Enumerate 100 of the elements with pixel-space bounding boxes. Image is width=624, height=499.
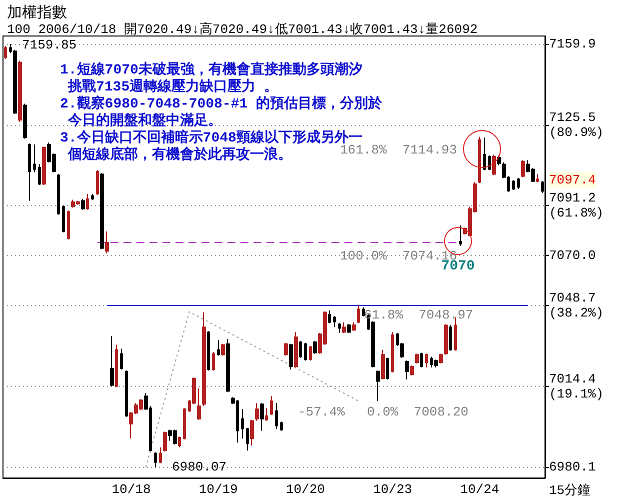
candlestick [18,60,22,122]
candlestick [221,343,225,356]
candlestick [255,402,259,422]
candlestick [62,205,65,233]
candlestick [536,174,539,183]
candlestick [115,344,118,388]
candlestick [342,322,346,334]
candlestick [333,316,336,328]
candlestick [212,351,215,371]
x-tick-label: 10/18 [112,482,151,497]
candlestick [434,359,438,368]
candlestick [33,144,36,173]
candlestick [260,402,264,432]
candlestick [120,348,123,370]
candlestick [163,431,167,452]
candlestick [226,338,230,393]
candlestick [110,336,114,387]
annotation: 挑戰7135週轉線壓力缺口壓力 。 [67,78,278,96]
candlestick [284,342,288,356]
chart-subtitle: 100 2006/10/18 開7020.49↓高7020.49↓低7001.43↓收7001.43↓量26092 [7,21,478,37]
candlestick [67,210,70,240]
candlestick [410,365,414,376]
candlestick [352,322,356,332]
candlestick [100,172,104,250]
candlestick [265,408,268,422]
candlestick [57,174,60,216]
candlestick [183,408,186,440]
candlestick [105,230,109,254]
candlestick [347,324,351,334]
chart-title: 加權指數 [7,4,67,22]
candlestick [197,388,201,420]
candlestick [250,419,254,446]
candlestick [178,436,181,448]
annotation: 1.短線7070未破最強，有機會直接推動多頭潮汐 [60,60,362,78]
x-tick-label: 10/20 [286,482,325,497]
candlestick [425,353,428,368]
candlestick [386,357,389,380]
candlestick [202,312,206,406]
x-tick-label: 10/23 [373,482,412,497]
candlestick [270,396,273,416]
annotation: 個短線底部，有機會於此再攻一浪。 [67,146,292,164]
y-tick-label: 7048.7 (38.2%) [549,290,604,321]
candlestick [207,330,210,371]
candlestick [294,332,298,368]
candlestick [381,349,385,380]
candlestick [376,370,380,402]
candlestick [391,332,394,373]
candlestick [4,45,7,60]
candlestick [38,164,41,186]
candlestick [405,360,409,380]
candlestick [280,421,283,432]
candlestick [217,339,220,356]
text: 7097.4 [549,172,596,188]
candlestick [517,178,520,190]
candlestick [313,340,317,354]
annotation: 161.8% 7114.93 [340,142,458,158]
candlestick [459,224,462,246]
candlestick [23,103,27,140]
candlestick [357,304,360,324]
candlestick [444,324,448,356]
x-tick-label: 10/24 [460,482,500,497]
y-tick-label: 6980.1 [549,460,596,475]
candlestick [439,353,443,364]
y-tick-label: 7070.0 [549,248,596,264]
candlestick [338,322,341,334]
candlestick [492,154,496,176]
candlestick [91,193,94,200]
annotation: 7159.85 [22,38,77,52]
candlestick [42,146,46,186]
y-tick-label: 7159.9 [549,36,596,52]
candlestick [512,180,515,190]
candlestick [28,143,31,202]
candlestick [96,170,99,196]
candlestick [362,306,365,317]
candlestick [125,370,128,418]
candlestick [154,452,157,468]
candlestick [309,345,312,362]
candlestick [81,198,85,210]
candlestick [86,193,89,210]
candlestick [241,408,244,439]
annotation: 6980.07 [172,460,227,474]
candlestick [304,342,307,362]
candlestick [483,137,486,171]
annotation: 0.0% 7008.20 [367,404,468,420]
annotation: 今日的開盤和盤中滿足。 [67,112,222,130]
y-tick-label: 7125.5 (80.9%) [549,110,604,140]
candlestick [289,343,293,370]
candlestick [478,136,481,184]
candlestick [328,310,331,324]
candlestick [420,352,423,368]
y-tick-label: 7091.2 (61.8%) [549,190,604,221]
candlestick [299,340,302,358]
candlestick [521,160,525,178]
candlestick [275,402,278,430]
candlestick [159,446,162,464]
y-tick-label: 7014.4 (19.1%) [549,371,604,402]
annotation: 2.觀察6980-7048-7008-#1 的預估目標，分別於 [60,94,384,112]
annotation: 61.8% 7048.97 [364,308,474,322]
x-axis-title: 15分鐘 [549,483,591,498]
candlestick [449,324,452,352]
